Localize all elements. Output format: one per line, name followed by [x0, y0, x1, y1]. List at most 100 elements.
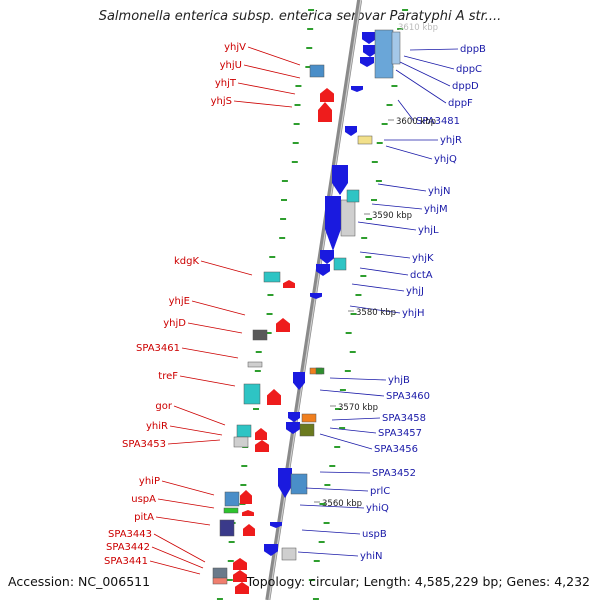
- gene-label-yhjV: yhjV: [224, 42, 246, 53]
- left-label-line: [200, 260, 253, 276]
- gene-label-yhiR: yhiR: [146, 421, 168, 432]
- right-label-line: [329, 377, 387, 381]
- gene-features: [212, 29, 401, 594]
- left-label-line: [149, 560, 201, 575]
- SPA3457-box: [299, 423, 315, 437]
- accession-text: Accession: NC_006511: [8, 574, 151, 589]
- reverse-gene-arrow: [276, 318, 290, 332]
- right-label-line: [329, 427, 377, 434]
- gene-label-dppD: dppD: [452, 81, 479, 92]
- left-label-line: [181, 347, 239, 359]
- gene-label-yhjU: yhjU: [220, 60, 242, 71]
- label-lines: [149, 46, 459, 575]
- tick-marks: [216, 9, 409, 600]
- forward-gene-arrow: [286, 422, 300, 434]
- left-label-line: [187, 322, 243, 334]
- gene-label-yhjD: yhjD: [163, 318, 186, 329]
- forward-gene-arrow: [293, 372, 305, 390]
- gene-label-yhjT: yhjT: [215, 78, 237, 89]
- gene-label-treF: treF: [158, 371, 178, 382]
- gene-label-pitA: pitA: [134, 512, 154, 523]
- forward-gene-arrow: [316, 264, 330, 276]
- reverse-gene-arrow: [320, 88, 334, 102]
- dpp-box-light: [391, 31, 401, 65]
- left-label-line: [167, 439, 221, 445]
- scale-label-partial: 3610 kbp: [398, 23, 438, 33]
- SPA3441-box: [212, 567, 228, 579]
- gene-label-dppB: dppB: [460, 44, 486, 55]
- forward-gene-arrow: [325, 196, 341, 251]
- forward-gene-arrow: [332, 165, 348, 195]
- forward-gene-arrow: [360, 57, 374, 67]
- forward-gene-arrow: [310, 293, 322, 299]
- yhjD-box: [252, 329, 268, 341]
- SPA3452-box: [290, 473, 308, 495]
- gene-label-SPA3452: SPA3452: [372, 468, 416, 479]
- gene-labels: yhjV yhjU yhjT yhjS kdgK yhjE yhjD SPA3461 treF g…: [104, 42, 486, 567]
- right-label-line: [377, 183, 427, 192]
- right-label-line: [403, 55, 455, 70]
- gene-label-yhjL: yhjL: [418, 225, 439, 236]
- SPA3461-box: [247, 361, 263, 368]
- forward-gene-arrow: [362, 32, 376, 44]
- gene-label-yhjQ: yhjQ: [434, 154, 457, 165]
- forward-gene-arrow: [320, 250, 334, 264]
- right-label-line: [359, 251, 411, 259]
- right-label-line: [357, 221, 417, 231]
- reverse-gene-arrow: [235, 582, 249, 594]
- gene-label-yhjN: yhjN: [428, 186, 451, 197]
- gene-label-SPA3456: SPA3456: [374, 444, 418, 455]
- scale-label: 3580 kbp: [356, 308, 396, 318]
- left-label-line: [237, 82, 296, 95]
- yhiN-box: [281, 547, 297, 561]
- right-label-line: [297, 551, 359, 557]
- reverse-gene-arrow: [233, 570, 247, 582]
- gene-label-SPA3458: SPA3458: [382, 413, 426, 424]
- forward-gene-arrow: [270, 522, 282, 528]
- gene-label-yhjK: yhjK: [412, 253, 434, 264]
- uspA-box: [223, 507, 239, 514]
- gene-label-yhjH: yhjH: [402, 308, 425, 319]
- gene-label-SPA3442: SPA3442: [106, 542, 150, 553]
- right-label-line: [319, 389, 385, 397]
- SPA3458-box: [301, 413, 317, 423]
- left-label-line: [153, 533, 206, 563]
- topology-text: Topology: circular; Length: 4,585,229 bp…: [246, 574, 590, 589]
- left-label-line: [151, 546, 204, 569]
- gene-label-SPA3457: SPA3457: [378, 428, 422, 439]
- gene-label-SPA3481: SPA3481: [416, 116, 460, 127]
- right-label-line: [397, 99, 415, 122]
- left-label-line: [157, 498, 215, 509]
- left-label-line: [173, 405, 226, 426]
- gene-label-yhjM: yhjM: [424, 204, 448, 215]
- left-label-line: [233, 100, 293, 108]
- reverse-gene-arrow: [242, 510, 254, 516]
- reverse-gene-arrow: [318, 102, 332, 122]
- right-label-line: [399, 61, 451, 87]
- reverse-gene-arrow: [243, 524, 255, 536]
- yhjM-box: [346, 189, 360, 203]
- gene-label-dctA: dctA: [410, 270, 433, 281]
- yhiP-box: [224, 491, 240, 507]
- reverse-gene-arrow: [240, 490, 252, 504]
- reverse-gene-arrow: [255, 428, 267, 440]
- left-label-line: [247, 46, 301, 66]
- left-label-line: [243, 64, 301, 79]
- gene-label-SPA3461: SPA3461: [136, 343, 180, 354]
- right-label-line: [385, 145, 433, 160]
- scale-label: 3570 kbp: [338, 403, 378, 413]
- right-label-line: [351, 283, 405, 292]
- gene-label-kdgK: kdgK: [174, 256, 199, 267]
- gene-label-prlC: prlC: [370, 486, 390, 497]
- left-label-line: [161, 480, 215, 496]
- kdgK-box: [263, 271, 281, 283]
- right-label-line: [319, 471, 371, 474]
- right-label-line: [305, 487, 369, 492]
- gene-label-SPA3443: SPA3443: [108, 529, 152, 540]
- right-label-line: [331, 417, 381, 421]
- right-label-line: [349, 305, 401, 314]
- treF-box: [243, 383, 261, 405]
- gene-label-yhjE: yhjE: [169, 296, 190, 307]
- left-label-line: [179, 375, 236, 387]
